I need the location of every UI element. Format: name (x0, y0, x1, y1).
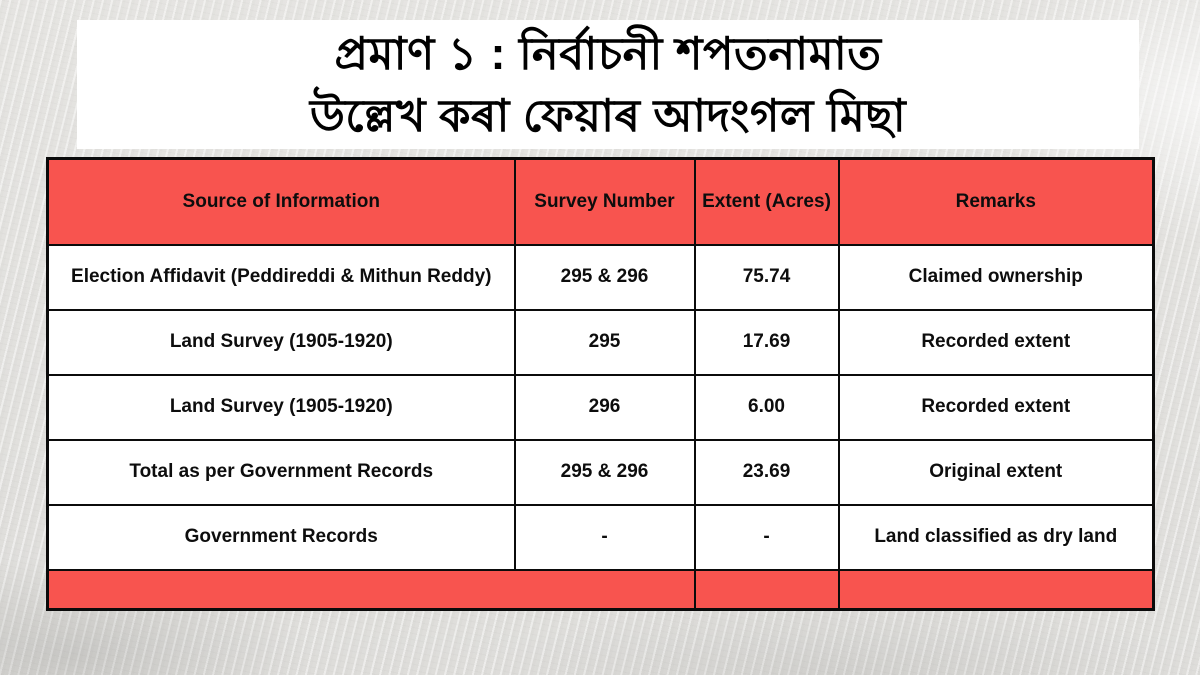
cell-source: Land Survey (1905-1920) (46, 373, 516, 441)
slide-title-line-2: উল্লেখ কৰা ফেয়াৰ আদংগল মিছা (309, 89, 907, 141)
cell-source: Election Affidavit (Peddireddi & Mithun … (46, 243, 516, 311)
cell-survey-number: - (513, 503, 696, 571)
slide-title-line-1: প্ৰমাণ ১ : নিৰ্বাচনী শপতনামাত (334, 27, 882, 79)
table-row: Election Affidavit (Peddireddi & Mithun … (46, 243, 1155, 311)
title-box: প্ৰমাণ ১ : নিৰ্বাচনী শপতনামাত উল্লেখ কৰা… (77, 20, 1139, 149)
table-footer-row (46, 568, 1155, 611)
table-row: Land Survey (1905-1920) 296 6.00 Recorde… (46, 373, 1155, 441)
column-header-extent: Extent (Acres) (693, 157, 840, 246)
cell-extent: 17.69 (693, 308, 840, 376)
cell-source: Government Records (46, 503, 516, 571)
cell-survey-number: 295 & 296 (513, 243, 696, 311)
cell-extent: - (693, 503, 840, 571)
cell-remarks: Recorded extent (837, 373, 1155, 441)
cell-remarks: Recorded extent (837, 308, 1155, 376)
cell-remarks: Claimed ownership (837, 243, 1155, 311)
cell-survey-number: 295 (513, 308, 696, 376)
table-row: Land Survey (1905-1920) 295 17.69 Record… (46, 308, 1155, 376)
column-header-remarks: Remarks (837, 157, 1155, 246)
cell-remarks: Land classified as dry land (837, 503, 1155, 571)
footer-cell-extent (693, 568, 840, 611)
column-header-survey-number: Survey Number (513, 157, 696, 246)
land-records-table: Source of Information Survey Number Exte… (46, 157, 1155, 611)
cell-remarks: Original extent (837, 438, 1155, 506)
cell-survey-number: 295 & 296 (513, 438, 696, 506)
cell-survey-number: 296 (513, 373, 696, 441)
column-header-source: Source of Information (46, 157, 516, 246)
table-header-row: Source of Information Survey Number Exte… (46, 157, 1155, 246)
footer-cell-source-survey (46, 568, 696, 611)
table-row: Government Records - - Land classified a… (46, 503, 1155, 571)
cell-extent: 75.74 (693, 243, 840, 311)
cell-source: Land Survey (1905-1920) (46, 308, 516, 376)
cell-extent: 23.69 (693, 438, 840, 506)
cell-source: Total as per Government Records (46, 438, 516, 506)
footer-cell-remarks (837, 568, 1155, 611)
cell-extent: 6.00 (693, 373, 840, 441)
table-row: Total as per Government Records 295 & 29… (46, 438, 1155, 506)
